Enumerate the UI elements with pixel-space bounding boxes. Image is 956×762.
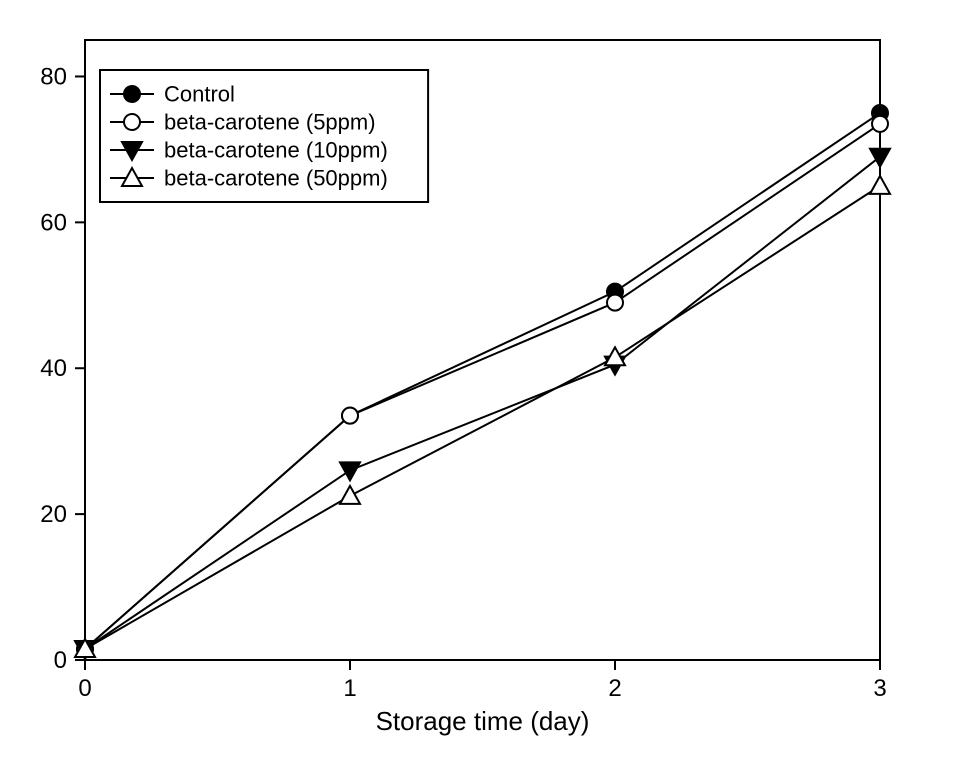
legend-label: beta-carotene (10ppm) (164, 138, 388, 163)
series-marker (607, 295, 623, 311)
legend-label: Control (164, 82, 235, 107)
x-axis-title: Storage time (day) (376, 706, 590, 736)
y-tick-label: 60 (40, 209, 67, 236)
y-tick-label: 20 (40, 501, 67, 528)
chart-container: 0 1 2 3 0 20 40 60 80 Storage time (day) Control be… (0, 0, 956, 762)
x-tick-label: 0 (78, 675, 91, 702)
legend-label: beta-carotene (50ppm) (164, 166, 388, 191)
legend-marker (124, 86, 140, 102)
x-tick-label: 3 (873, 675, 886, 702)
y-tick-label: 80 (40, 63, 67, 90)
x-tick-label: 2 (608, 675, 621, 702)
series-marker (872, 116, 888, 132)
y-tick-label: 0 (54, 647, 67, 674)
x-tick-label: 1 (343, 675, 356, 702)
series-marker (342, 408, 358, 424)
y-tick-label: 40 (40, 355, 67, 382)
line-chart: 0 1 2 3 0 20 40 60 80 Storage time (day) Control be… (0, 0, 956, 762)
legend-label: beta-carotene (5ppm) (164, 110, 376, 135)
legend-marker (124, 114, 140, 130)
